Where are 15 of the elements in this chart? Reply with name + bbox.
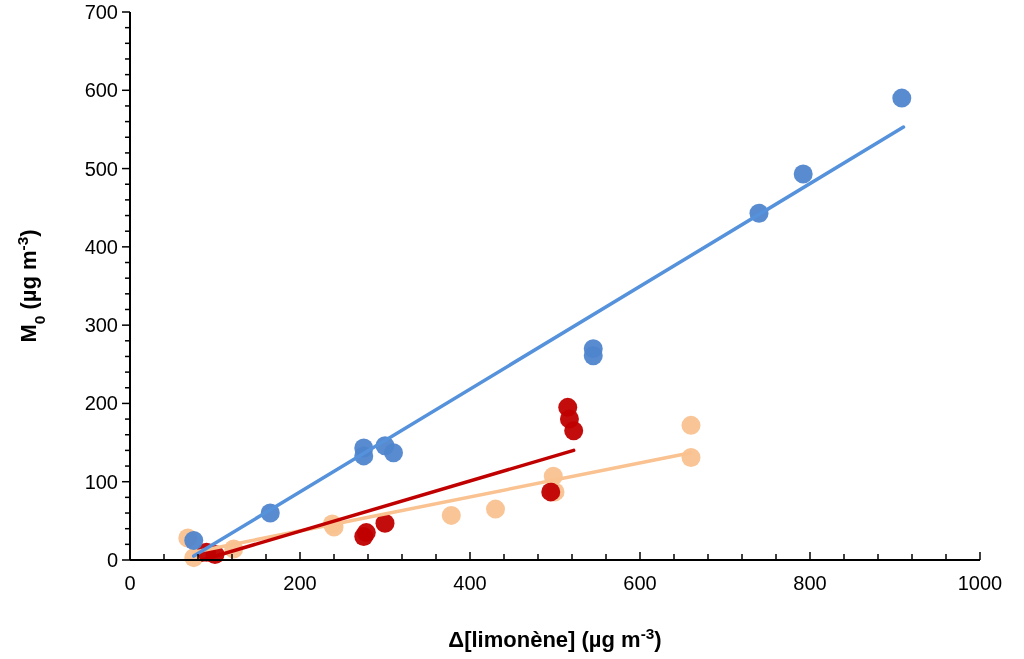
y-tick-label: 400 — [84, 235, 118, 258]
x-tick-label: 1000 — [957, 572, 1003, 594]
y-tick-label: 500 — [84, 157, 118, 180]
x-tick-label: 400 — [453, 572, 487, 594]
x-tick-label: 600 — [623, 572, 657, 594]
x-tick-label: 0 — [124, 572, 136, 594]
y-tick-label: 200 — [84, 392, 118, 415]
y-tick-label: 100 — [84, 470, 118, 493]
y-tick-label: 300 — [84, 314, 118, 337]
x-tick-label: 200 — [283, 572, 317, 594]
y-tick-label: 0 — [106, 549, 118, 571]
y-tick-label: 700 — [84, 1, 118, 23]
x-tick-label: 800 — [793, 572, 827, 594]
y-tick-label: 600 — [84, 79, 118, 102]
x-axis-title: Δ[limonène] (µg m$^{-3}$) — [448, 624, 662, 652]
